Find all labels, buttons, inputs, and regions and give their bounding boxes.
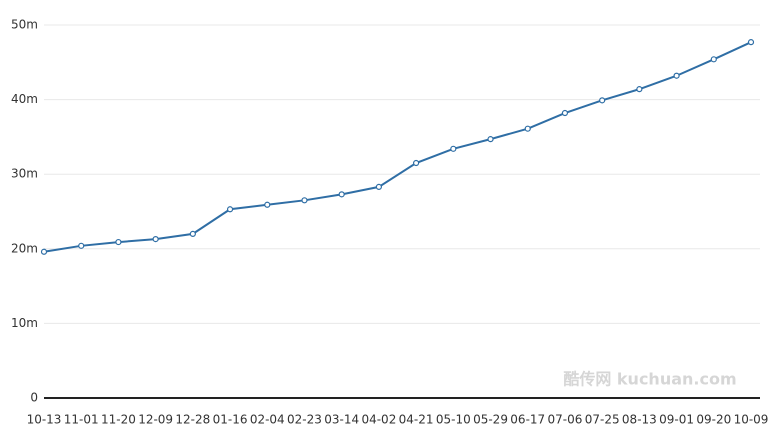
line [43,41,752,253]
point [301,197,308,204]
point [413,159,420,167]
point [338,191,345,198]
point [599,97,606,104]
point [710,56,717,63]
point [747,39,755,46]
x-tick-label: 07-06 [548,413,583,427]
point [264,201,271,208]
x-tick-label: 03-14 [324,413,359,427]
y-tick-label: 40m [11,92,38,106]
point [189,230,196,237]
y-tick-label: 50m [11,18,38,32]
point [375,183,382,190]
point [487,136,494,143]
y-tick-label: 30m [11,167,38,181]
point [115,238,122,246]
point [673,72,680,79]
point [40,248,48,255]
x-tick-label: 11-20 [101,413,136,427]
x-tick-label: 06-17 [510,413,545,427]
x-tick-label: 11-01 [64,413,99,427]
point [226,206,234,213]
y-tick-label: 20m [11,241,38,255]
x-tick-label: 05-10 [436,413,471,427]
watermark: 酷传网 kuchuan.com [563,370,736,389]
x-tick-label: 01-16 [213,413,248,427]
point [561,109,569,117]
x-tick-label: 08-13 [622,413,657,427]
x-tick-label: 10-09 [734,413,769,427]
point [78,242,85,249]
x-tick-label: 02-04 [250,413,285,427]
x-tick-label: 10-13 [27,413,62,427]
y-tick-label: 0 [30,391,38,405]
y-tick-label: 10m [11,316,38,330]
x-tick-label: 09-20 [696,413,731,427]
point [450,145,457,152]
x-tick-label: 12-09 [138,413,173,427]
point [152,236,159,243]
x-tick-label: 04-02 [361,413,396,427]
x-tick-label: 07-25 [585,413,620,427]
x-tick-label: 02-23 [287,413,322,427]
x-tick-label: 09-01 [659,413,694,427]
point [636,86,643,93]
x-tick-label: 12-28 [175,413,210,427]
point [524,125,531,132]
x-tick-label: 05-29 [473,413,508,427]
x-tick-label: 04-21 [399,413,434,427]
